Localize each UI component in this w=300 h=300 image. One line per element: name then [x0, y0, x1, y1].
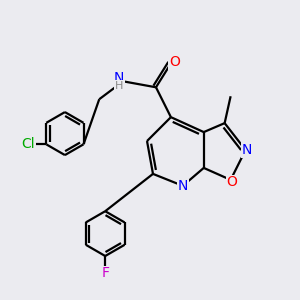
- Text: O: O: [169, 55, 180, 69]
- Text: N: N: [242, 143, 252, 157]
- Text: N: N: [113, 71, 124, 85]
- Text: O: O: [227, 175, 238, 189]
- Text: N: N: [178, 179, 188, 193]
- Text: F: F: [101, 266, 109, 280]
- Text: Cl: Cl: [22, 137, 35, 151]
- Text: H: H: [115, 81, 123, 91]
